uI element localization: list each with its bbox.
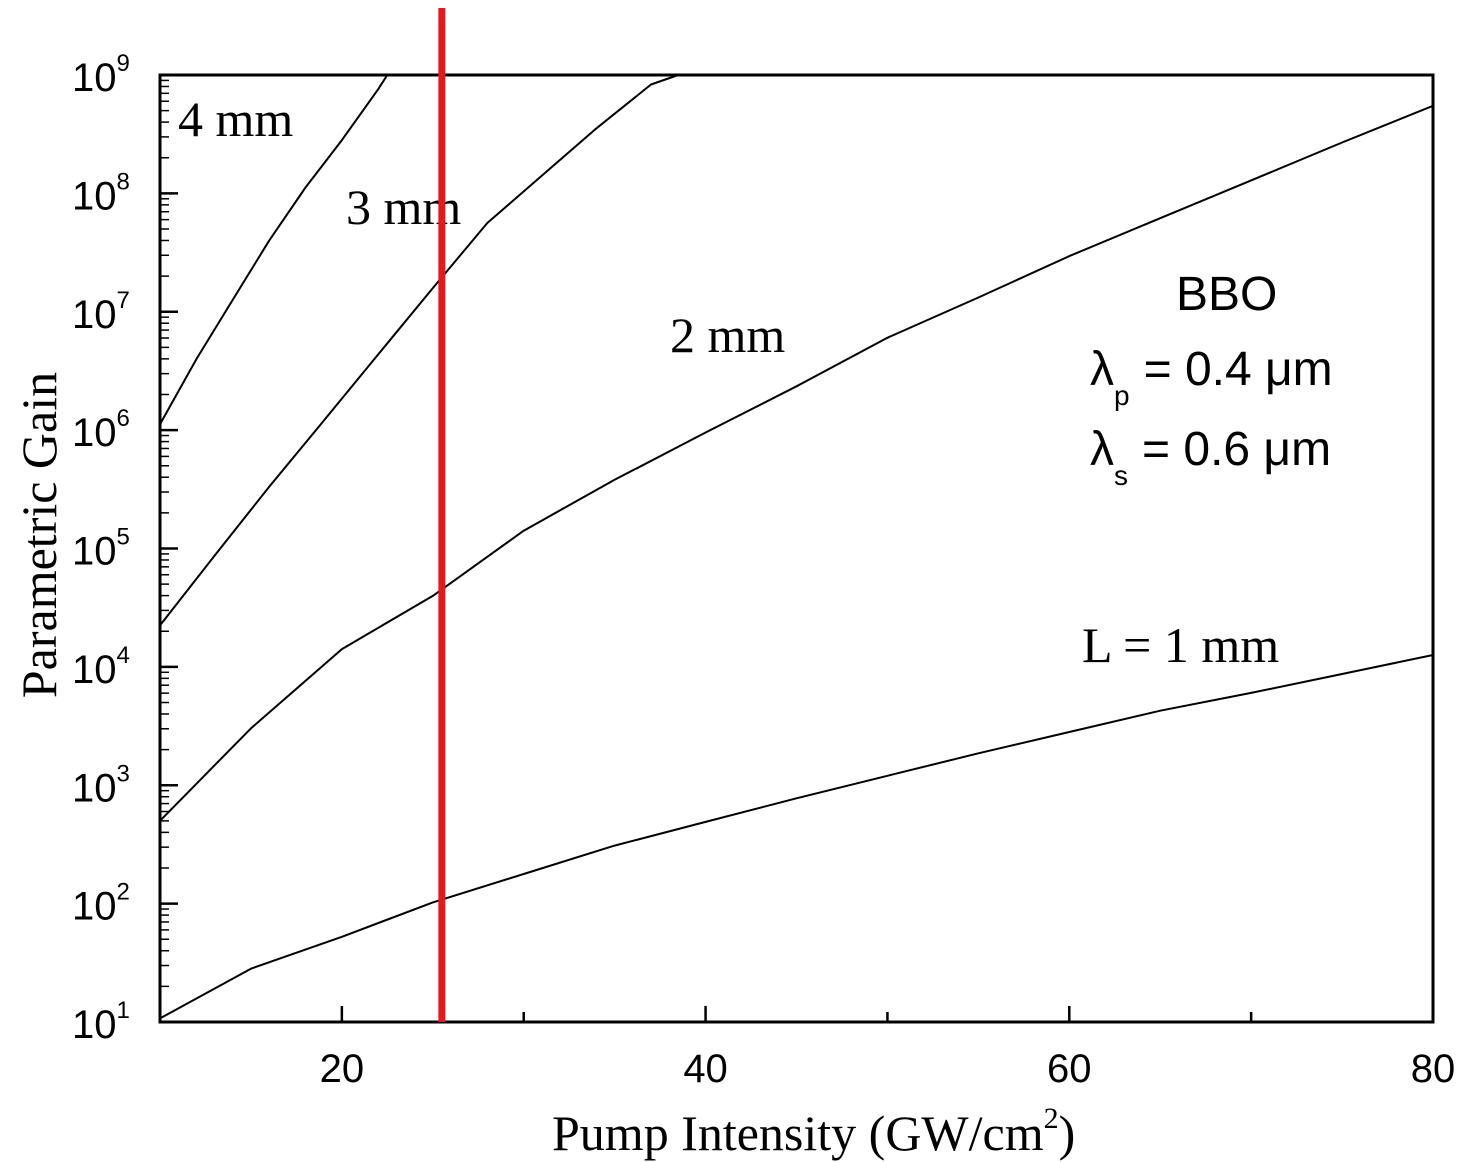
y-tick-base: 10: [72, 1003, 117, 1047]
lambda-s-value: = 0.6 μm: [1142, 423, 1331, 476]
y-tick-label: 107: [72, 287, 130, 337]
y-tick-base: 10: [72, 648, 117, 692]
x-axis-title-main: Pump Intensity (GW/cm: [552, 1105, 1044, 1161]
x-tick-label: 40: [683, 1047, 728, 1091]
y-tick-exponent: 3: [117, 760, 130, 787]
x-tick-label: 60: [1047, 1047, 1092, 1091]
y-tick-exponent: 4: [117, 642, 130, 669]
gain-curves: [159, 74, 1434, 1020]
y-tick-exponent: 1: [117, 997, 130, 1024]
series-label-4mm: 4 mm: [178, 91, 293, 147]
x-tick-label: 80: [1411, 1047, 1456, 1091]
lambda-p-symbol: λ: [1090, 343, 1114, 396]
gain-curve-2mm: [159, 104, 1434, 822]
lambda-s-subscript: s: [1114, 460, 1128, 491]
series-label-1mm: L = 1 mm: [1082, 617, 1279, 673]
y-tick-label: 104: [72, 642, 130, 692]
y-tick-base: 10: [72, 56, 117, 100]
series-label-2mm: 2 mm: [670, 307, 785, 363]
y-tick-base: 10: [72, 766, 117, 810]
y-tick-base: 10: [72, 530, 117, 574]
lambda-p-label: λp = 0.4 μm: [1090, 343, 1333, 411]
y-tick-label: 103: [72, 760, 130, 810]
y-tick-base: 10: [72, 293, 117, 337]
lambda-p-subscript: p: [1114, 380, 1130, 411]
y-tick-exponent: 7: [117, 287, 130, 314]
gain-curve-4mm: [159, 74, 389, 425]
y-tick-exponent: 6: [117, 405, 130, 432]
x-tick-label: 20: [320, 1047, 365, 1091]
y-tick-base: 10: [72, 411, 117, 455]
minor-ticks: [160, 79, 169, 988]
lambda-s-label: λs = 0.6 μm: [1090, 423, 1331, 491]
x-axis-title-sup: 2: [1044, 1102, 1059, 1135]
y-tick-label: 108: [72, 168, 130, 218]
y-tick-label: 105: [72, 524, 130, 574]
y-tick-exponent: 2: [117, 879, 130, 906]
gain-curve-3mm: [159, 74, 679, 627]
y-tick-exponent: 8: [117, 168, 130, 195]
x-axis-title-close: ): [1059, 1105, 1076, 1161]
y-tick-base: 10: [72, 885, 117, 929]
y-tick-base: 10: [72, 174, 117, 218]
lambda-s-symbol: λ: [1090, 423, 1114, 476]
y-tick-label: 102: [72, 879, 130, 929]
y-tick-label: 101: [72, 997, 130, 1047]
y-tick-label: 109: [72, 50, 130, 100]
x-ticks: 20 40 60 80: [320, 1006, 1456, 1091]
y-tick-label: 106: [72, 405, 130, 455]
y-tick-exponent: 9: [117, 50, 130, 77]
y-tick-exponent: 5: [117, 524, 130, 551]
lambda-p-value: = 0.4 μm: [1144, 343, 1333, 396]
gain-curve-l1mm: [159, 654, 1434, 1020]
y-axis-title: Parametric Gain: [11, 372, 67, 698]
material-label: BBO: [1176, 268, 1277, 321]
x-axis-title: Pump Intensity (GW/cm2): [552, 1102, 1075, 1161]
